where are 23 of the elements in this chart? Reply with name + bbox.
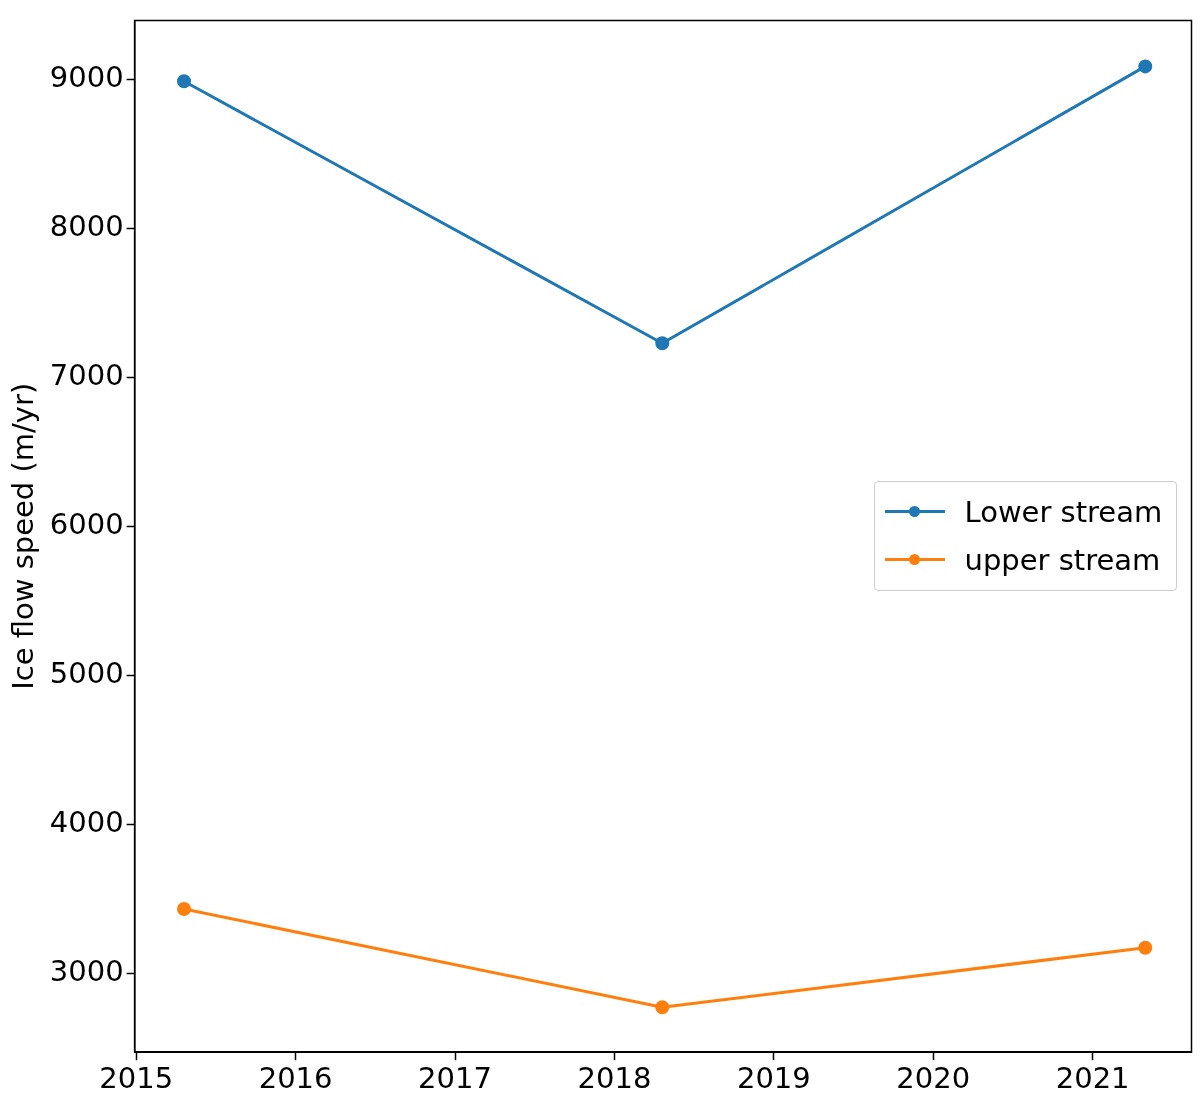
legend-label: Lower stream [964,495,1163,530]
x-tick-label: 2021 [1055,1061,1130,1096]
y-tick-label: 3000 [49,953,124,988]
x-tick-label: 2015 [99,1061,174,1096]
x-tick-label: 2016 [258,1061,333,1096]
y-tick-label: 9000 [49,60,124,95]
legend-label: upper stream [964,543,1161,578]
y-tick-label: 7000 [49,358,124,393]
y-tick-label: 4000 [49,804,124,839]
y-tick-label: 6000 [49,506,124,541]
point [177,901,192,916]
point [655,1000,670,1015]
x-tick-label: 2019 [736,1061,811,1096]
point [177,74,192,89]
point [1138,940,1153,955]
y-axis-title: Ice flow speed (m/yr) [5,382,40,690]
point [1138,59,1153,74]
y-tick-label: 5000 [49,655,124,690]
x-tick-label: 2020 [896,1061,971,1096]
x-tick-label: 2018 [577,1061,652,1096]
y-tick-label: 8000 [49,209,124,244]
x-tick-label: 2017 [418,1061,492,1096]
point [655,336,670,351]
